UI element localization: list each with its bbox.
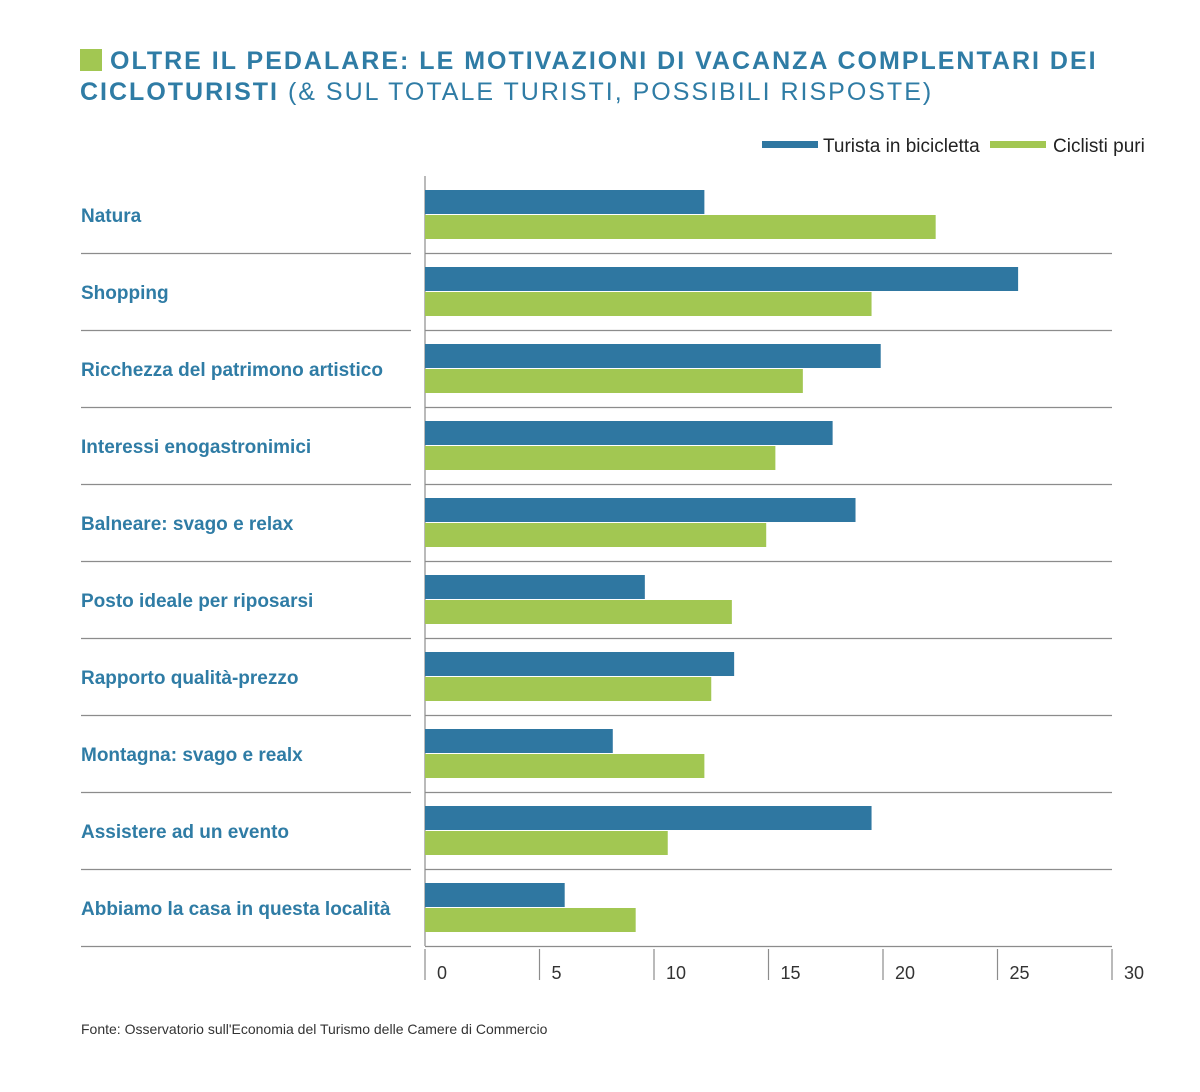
- bar-turista-in-bicicletta: [425, 729, 613, 753]
- bar-ciclisti-puri: [425, 446, 776, 470]
- bar-ciclisti-puri: [425, 369, 803, 393]
- x-tick-label: 30: [1124, 963, 1144, 983]
- legend-label-1: Turista in bicicletta: [823, 136, 980, 157]
- chart-title-bold: OLTRE IL PEDALARE: LE MOTIVAZIONI DI VAC…: [80, 47, 1098, 106]
- bar-ciclisti-puri: [425, 908, 636, 932]
- bar-chart: Turista in bicicletta Ciclisti puri Natura…: [81, 136, 1145, 983]
- category-label: Rapporto qualità-prezzo: [81, 668, 298, 689]
- category-label: Montagna: svago e realx: [81, 745, 303, 766]
- bar-turista-in-bicicletta: [425, 498, 856, 522]
- bar-ciclisti-puri: [425, 292, 872, 316]
- bar-ciclisti-puri: [425, 754, 705, 778]
- legend-swatch-1: [762, 141, 818, 148]
- bar-turista-in-bicicletta: [425, 883, 565, 907]
- chart-title: OLTRE IL PEDALARE: LE MOTIVAZIONI DI VAC…: [80, 46, 1160, 108]
- bar-turista-in-bicicletta: [425, 652, 735, 676]
- bar-turista-in-bicicletta: [425, 267, 1019, 291]
- legend-label-2: Ciclisti puri: [1053, 136, 1145, 157]
- bar-turista-in-bicicletta: [425, 575, 645, 599]
- category-label: Ricchezza del patrimono artistico: [81, 360, 383, 381]
- x-tick-label: 10: [666, 963, 686, 983]
- bar-ciclisti-puri: [425, 677, 712, 701]
- x-tick-label: 0: [437, 963, 447, 983]
- category-label: Shopping: [81, 283, 169, 304]
- legend-item-2: Ciclisti puri: [990, 136, 1145, 157]
- chart-title-normal: (& SUL TOTALE TURISTI, POSSIBILI RISPOST…: [287, 78, 934, 106]
- category-label: Balneare: svago e relax: [81, 514, 294, 535]
- bar-turista-in-bicicletta: [425, 806, 872, 830]
- bar-ciclisti-puri: [425, 831, 668, 855]
- x-tick-label: 15: [781, 963, 801, 983]
- bar-ciclisti-puri: [425, 523, 767, 547]
- bar-turista-in-bicicletta: [425, 190, 705, 214]
- source-note: Fonte: Osservatorio sull'Economia del Tu…: [81, 1021, 548, 1037]
- title-square-icon: [80, 49, 102, 71]
- x-tick-label: 5: [552, 963, 562, 983]
- x-tick-label: 25: [1010, 963, 1030, 983]
- bar-turista-in-bicicletta: [425, 344, 881, 368]
- category-label: Interessi enogastronimici: [81, 437, 311, 458]
- bar-turista-in-bicicletta: [425, 421, 833, 445]
- legend-item-1: Turista in bicicletta: [762, 136, 980, 157]
- bar-ciclisti-puri: [425, 600, 732, 624]
- category-label: Abbiamo la casa in questa località: [81, 899, 391, 920]
- legend-swatch-2: [990, 141, 1046, 148]
- category-label: Natura: [81, 206, 142, 227]
- x-tick-label: 20: [895, 963, 915, 983]
- bar-ciclisti-puri: [425, 215, 936, 239]
- category-label: Assistere ad un evento: [81, 822, 289, 843]
- category-label: Posto ideale per riposarsi: [81, 591, 313, 612]
